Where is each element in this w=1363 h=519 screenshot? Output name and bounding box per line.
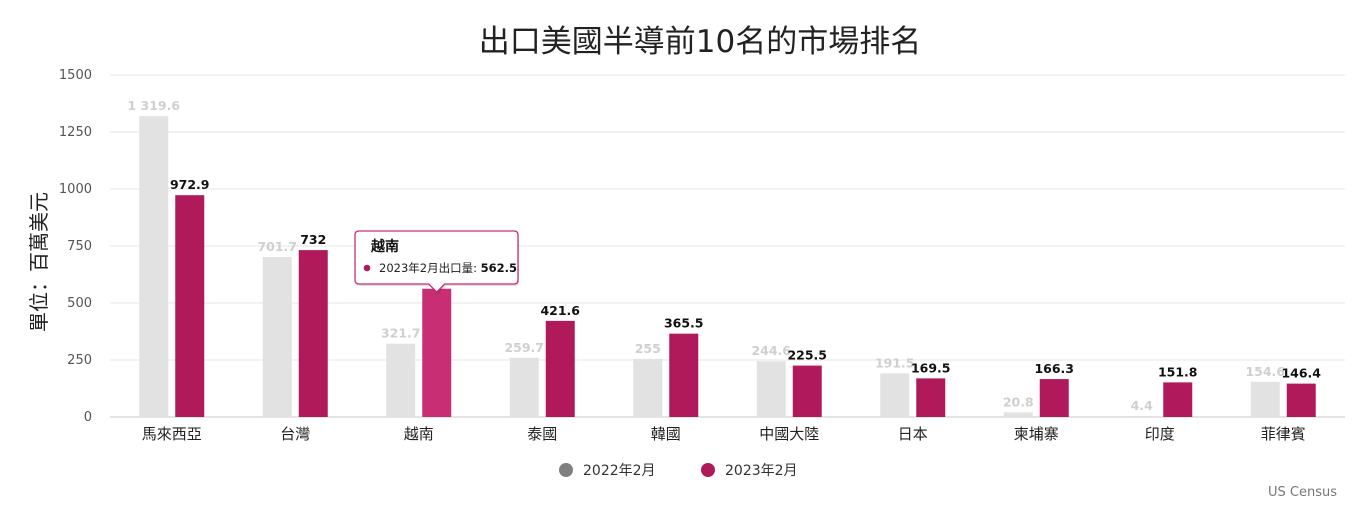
bar-2022[interactable] [1250,381,1280,417]
bar-2023[interactable] [669,333,699,417]
y-tick-label: 250 [67,353,92,368]
data-labels: 1 319.6 972.9 701.7 732 321.7 259.7 421.6 25536… [127,98,1321,413]
data-label: 191.5 [875,355,915,370]
legend: 2022年2月 2023年2月 [559,463,798,479]
bar-2022[interactable] [509,357,539,417]
legend-item[interactable]: 2022年2月 [559,463,656,479]
data-label: 169.5 [911,360,951,375]
data-label: 244.6 [751,343,791,358]
bar-2022[interactable] [633,358,663,417]
data-label: 321.7 [381,326,421,341]
legend-label: 2022年2月 [583,463,656,479]
bars [139,116,1316,418]
bar-2023[interactable] [1163,382,1193,417]
data-label: 4.4 [1131,398,1153,413]
bar-2023[interactable] [422,288,452,417]
x-tick-label: 柬埔寨 [1014,425,1059,443]
y-tick-label: 0 [84,410,92,425]
legend-marker [559,463,573,477]
tooltip-box [354,230,519,293]
data-label: 151.8 [1158,364,1198,379]
x-tick-label: 印度 [1145,425,1175,443]
data-label: 259.7 [504,340,544,355]
x-tick-label: 日本 [898,425,928,443]
y-tick-label: 1250 [59,125,92,140]
data-label: 1 319.6 [127,98,180,113]
data-label: 146.4 [1281,366,1321,381]
tooltip-marker [363,264,371,272]
bar-2023[interactable] [792,365,822,417]
data-label: 732 [300,232,326,247]
tooltip-text: 2023年2月出口量: 562.5 [379,261,517,275]
y-tick-label: 500 [67,296,92,311]
tooltip-title: 越南 [370,238,399,255]
x-tick-label: 菲律賓 [1261,425,1306,443]
bar-2023[interactable] [916,378,946,417]
bar-2022[interactable] [1127,415,1157,417]
tooltip: 越南 2023年2月出口量: 562.5 [354,230,519,294]
x-tick-label: 泰國 [527,425,557,443]
data-label: 421.6 [540,303,580,318]
data-label: 972.9 [170,177,210,192]
bar-2022[interactable] [880,373,910,417]
legend-item[interactable]: 2023年2月 [701,463,798,479]
data-label: 701.7 [257,239,297,254]
tooltip-label: 2023年2月出口量: [379,261,481,275]
bar-2022[interactable] [756,361,786,417]
x-axis-ticks: 馬來西亞 台灣 越南 泰國 韓國 中國大陸 日本 柬埔寨 印度 菲律賓 [142,425,1306,443]
data-label: 20.8 [1003,394,1034,409]
bar-2022[interactable] [1003,412,1033,417]
chart-title: 出口美國半導前10名的市場排名 [479,24,921,60]
x-tick-label: 韓國 [651,425,681,443]
bar-2022[interactable] [139,116,169,418]
data-label: 166.3 [1034,361,1074,376]
bar-2022[interactable] [386,343,416,417]
data-label: 255 [635,341,661,356]
legend-label: 2023年2月 [725,463,798,479]
x-tick-label: 越南 [404,425,434,443]
bar-2023[interactable] [175,195,205,417]
bar-2023[interactable] [1286,383,1316,417]
bar-2023[interactable] [545,320,575,417]
data-label: 154.6 [1245,364,1285,379]
bar-2023[interactable] [298,250,328,417]
y-axis-ticks: 0 250 500 750 1000 1250 1500 [59,68,92,425]
legend-marker [701,463,715,477]
x-tick-label: 馬來西亞 [142,425,202,443]
data-label: 365.5 [664,316,704,331]
y-axis-label: 單位：百萬美元 [27,192,51,332]
tooltip-value: 562.5 [481,261,517,275]
y-tick-label: 1000 [59,182,92,197]
y-tick-label: 1500 [59,68,92,83]
bar-2022[interactable] [262,257,292,417]
data-label: 225.5 [787,348,827,363]
bar-2023[interactable] [1039,379,1069,417]
y-tick-label: 750 [67,239,92,254]
x-tick-label: 台灣 [280,425,310,443]
x-tick-label: 中國大陸 [759,425,819,443]
credit-text[interactable]: US Census [1268,485,1337,500]
